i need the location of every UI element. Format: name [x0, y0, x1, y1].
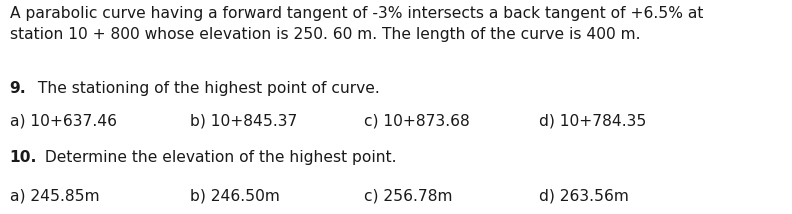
Text: d) 10+784.35: d) 10+784.35: [539, 113, 646, 128]
Text: 9.: 9.: [10, 81, 26, 96]
Text: 10.: 10.: [10, 150, 37, 165]
Text: a) 10+637.46: a) 10+637.46: [10, 113, 116, 128]
Text: b) 10+845.37: b) 10+845.37: [190, 113, 298, 128]
Text: a) 245.85m: a) 245.85m: [10, 188, 99, 203]
Text: b) 246.50m: b) 246.50m: [190, 188, 280, 203]
Text: The stationing of the highest point of curve.: The stationing of the highest point of c…: [33, 81, 380, 96]
Text: c) 256.78m: c) 256.78m: [364, 188, 453, 203]
Text: Determine the elevation of the highest point.: Determine the elevation of the highest p…: [40, 150, 396, 165]
Text: d) 263.56m: d) 263.56m: [539, 188, 628, 203]
Text: A parabolic curve having a forward tangent of -3% intersects a back tangent of +: A parabolic curve having a forward tange…: [10, 6, 703, 42]
Text: c) 10+873.68: c) 10+873.68: [364, 113, 470, 128]
